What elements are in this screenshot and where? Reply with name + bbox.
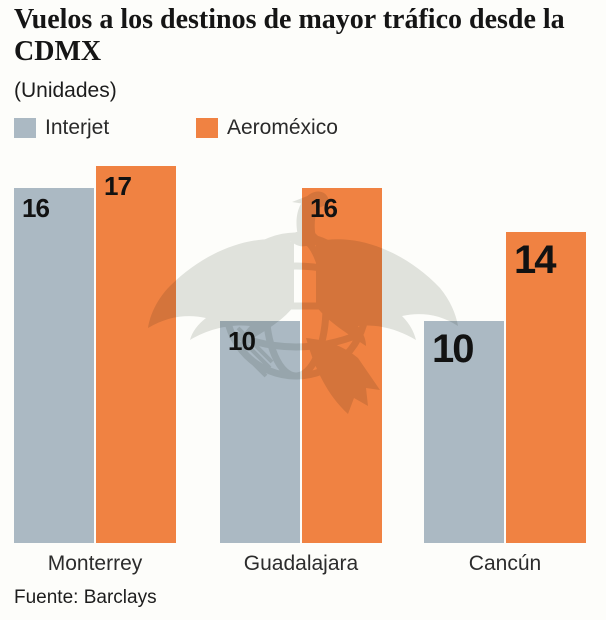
value-label: 10 [228,326,256,356]
value-label: 17 [104,171,132,201]
bar-interjet: 10 [424,321,504,543]
chart-title: Vuelos a los destinos de mayor tráfico d… [14,4,565,68]
bar-aeromexico: 16 [302,188,382,543]
category-label: Cancún [468,552,542,575]
chart-header: Vuelos a los destinos de mayor tráfico d… [14,4,594,103]
chart-legend: Interjet Aeroméxico [0,116,606,142]
category-label: Guadalajara [243,552,359,575]
category-label: Monterrey [47,552,143,575]
legend-label: Interjet [45,116,110,139]
chart-subtitle: (Unidades) [14,78,117,102]
value-label: 16 [22,193,50,223]
value-label: 16 [310,193,338,223]
legend-label: Aeroméxico [227,116,338,139]
bar-group: 10 14 Cancún [424,232,586,575]
bar-group: 16 17 Monterrey [14,166,176,575]
aeromexico-swatch-icon [196,118,218,138]
legend-item-aeromexico: Aeroméxico [196,116,338,140]
interjet-swatch-icon [14,118,36,138]
bar-aeromexico: 17 [96,166,176,543]
source-note: Fuente: Barclays [14,587,157,608]
bar-interjet: 16 [14,188,94,543]
value-label: 10 [432,327,474,371]
bar-interjet: 10 [220,321,300,543]
bar-aeromexico: 14 [506,232,586,543]
bar-group: 10 16 Guadalajara [220,188,382,575]
legend-item-interjet: Interjet [14,116,109,140]
value-label: 14 [514,238,556,282]
